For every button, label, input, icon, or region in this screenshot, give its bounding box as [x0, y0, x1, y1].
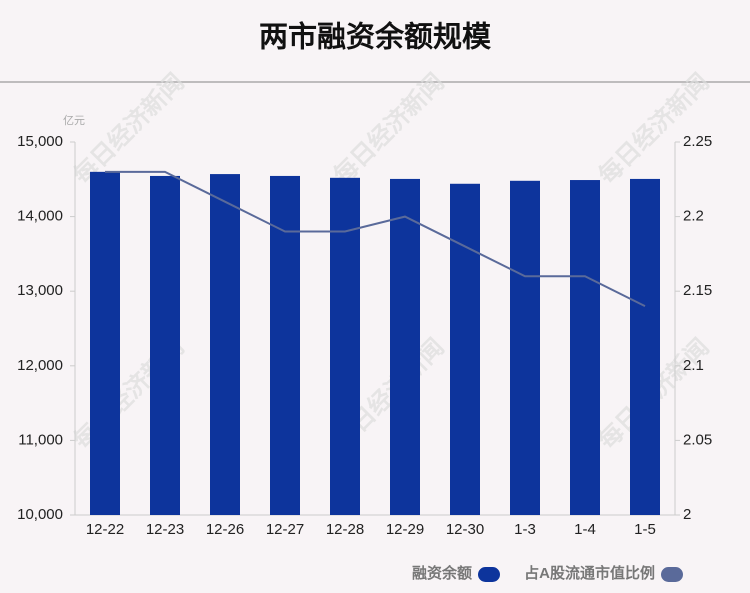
x-tick-label: 12-30 — [446, 521, 484, 538]
x-tick-label: 1-5 — [634, 521, 656, 538]
x-tick-label: 1-3 — [514, 521, 536, 538]
x-tick-label: 12-26 — [206, 521, 244, 538]
x-tick-label: 12-29 — [386, 521, 424, 538]
y2-tick-label: 2.1 — [683, 357, 704, 374]
y2-tick-label: 2 — [683, 506, 691, 523]
watermark: 每日经济新闻 — [593, 68, 715, 190]
bar — [450, 183, 480, 515]
x-tick-label: 12-22 — [86, 521, 124, 538]
y-tick-label: 12,000 — [17, 357, 63, 374]
bar — [330, 177, 360, 516]
legend-swatch — [661, 567, 683, 582]
watermark: 每日经济新闻 — [328, 68, 450, 190]
bar — [390, 178, 420, 515]
bar — [150, 175, 180, 515]
y-tick-label: 13,000 — [17, 282, 63, 299]
bar — [510, 180, 540, 516]
x-tick-label: 12-28 — [326, 521, 364, 538]
x-tick-label: 12-23 — [146, 521, 184, 538]
y2-tick-label: 2.25 — [683, 133, 712, 150]
y-tick-label: 15,000 — [17, 133, 63, 150]
legend-swatch — [478, 567, 500, 582]
y2-tick-label: 2.2 — [683, 208, 704, 225]
y2-tick-label: 2.05 — [683, 431, 712, 448]
chart-title: 两市融资余额规模 — [259, 20, 492, 54]
legend-label: 融资余额 — [412, 564, 472, 582]
y-tick-label: 14,000 — [17, 208, 63, 225]
bar — [630, 178, 660, 515]
x-tick-label: 1-4 — [574, 521, 596, 538]
bar — [570, 180, 600, 515]
bar — [90, 171, 120, 515]
line — [105, 170, 646, 308]
x-tick-label: 12-27 — [266, 521, 304, 538]
bar — [210, 174, 240, 515]
y-unit: 亿元 — [63, 114, 85, 127]
y2-tick-label: 2.15 — [683, 282, 712, 299]
legend-label: 占A股流通市值比例 — [524, 564, 655, 582]
y-tick-label: 10,000 — [17, 506, 63, 523]
y-tick-label: 11,000 — [18, 431, 63, 448]
